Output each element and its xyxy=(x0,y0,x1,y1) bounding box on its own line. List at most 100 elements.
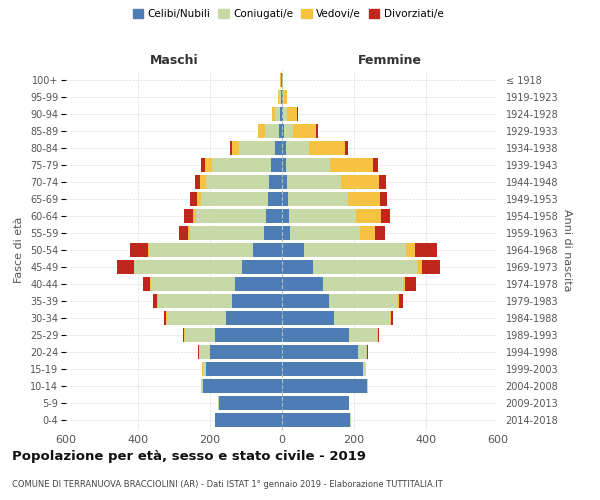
Legend: Celibi/Nubili, Coniugati/e, Vedovi/e, Divorziati/e: Celibi/Nubili, Coniugati/e, Vedovi/e, Di… xyxy=(128,5,448,24)
Bar xyxy=(379,176,386,189)
Bar xyxy=(257,124,258,138)
Bar xyxy=(282,90,283,104)
Bar xyxy=(286,158,329,172)
Bar xyxy=(179,226,188,240)
Bar xyxy=(283,108,287,121)
Bar xyxy=(130,243,148,257)
Bar xyxy=(422,260,440,274)
Bar xyxy=(253,243,282,257)
Bar xyxy=(345,142,348,155)
Bar xyxy=(206,362,282,376)
Bar xyxy=(282,396,349,409)
Bar xyxy=(200,176,206,189)
Bar xyxy=(201,158,205,172)
Bar xyxy=(367,379,368,392)
Bar xyxy=(194,176,200,189)
Bar xyxy=(350,413,351,426)
Bar xyxy=(197,192,201,206)
Bar xyxy=(280,90,281,104)
Bar xyxy=(406,243,415,257)
Bar xyxy=(279,124,282,138)
Bar xyxy=(286,142,309,155)
Bar xyxy=(272,108,275,121)
Bar xyxy=(282,176,287,189)
Bar xyxy=(282,124,284,138)
Bar xyxy=(415,243,437,257)
Bar xyxy=(271,158,282,172)
Bar xyxy=(275,142,282,155)
Bar xyxy=(284,90,287,104)
Bar xyxy=(282,243,304,257)
Text: COMUNE DI TERRANUOVA BRACCIOLINI (AR) - Dati ISTAT 1° gennaio 2019 - Elaborazion: COMUNE DI TERRANUOVA BRACCIOLINI (AR) - … xyxy=(12,480,443,489)
Bar xyxy=(235,277,282,291)
Text: Maschi: Maschi xyxy=(149,54,199,68)
Bar xyxy=(403,277,406,291)
Bar xyxy=(348,192,380,206)
Bar xyxy=(282,260,313,274)
Bar xyxy=(206,176,269,189)
Bar xyxy=(196,209,266,223)
Bar xyxy=(269,176,282,189)
Bar xyxy=(380,192,388,206)
Bar xyxy=(264,226,282,240)
Bar xyxy=(334,311,390,324)
Bar xyxy=(167,311,226,324)
Bar xyxy=(281,90,282,104)
Bar xyxy=(316,124,318,138)
Bar xyxy=(232,294,282,308)
Bar xyxy=(367,345,368,358)
Bar xyxy=(289,209,356,223)
Bar xyxy=(215,413,282,426)
Bar xyxy=(293,124,316,138)
Bar xyxy=(149,243,253,257)
Bar xyxy=(158,294,232,308)
Bar xyxy=(282,226,290,240)
Bar xyxy=(182,328,184,342)
Bar xyxy=(151,277,235,291)
Bar xyxy=(282,413,350,426)
Bar xyxy=(198,345,199,358)
Bar xyxy=(134,260,242,274)
Bar xyxy=(205,158,212,172)
Bar xyxy=(268,192,282,206)
Bar xyxy=(280,108,282,121)
Bar xyxy=(287,108,298,121)
Bar xyxy=(266,209,282,223)
Bar xyxy=(201,379,203,392)
Bar xyxy=(281,74,282,87)
Bar xyxy=(143,277,150,291)
Bar xyxy=(363,362,366,376)
Bar xyxy=(341,176,379,189)
Bar xyxy=(148,243,149,257)
Bar xyxy=(399,294,403,308)
Text: Femmine: Femmine xyxy=(358,54,422,68)
Bar xyxy=(230,142,232,155)
Y-axis label: Anni di nascita: Anni di nascita xyxy=(562,209,572,291)
Bar xyxy=(282,142,286,155)
Bar xyxy=(329,158,373,172)
Bar xyxy=(282,209,289,223)
Bar xyxy=(203,379,282,392)
Text: Popolazione per età, sesso e stato civile - 2019: Popolazione per età, sesso e stato civil… xyxy=(12,450,366,463)
Bar xyxy=(210,345,282,358)
Bar xyxy=(164,311,166,324)
Bar xyxy=(190,226,264,240)
Bar xyxy=(239,142,275,155)
Bar xyxy=(282,192,289,206)
Bar xyxy=(374,226,385,240)
Bar xyxy=(278,90,280,104)
Bar xyxy=(226,311,282,324)
Bar xyxy=(287,176,341,189)
Bar xyxy=(304,243,406,257)
Bar xyxy=(282,158,286,172)
Bar xyxy=(290,226,360,240)
Bar xyxy=(282,362,363,376)
Bar xyxy=(282,108,283,121)
Bar xyxy=(193,209,196,223)
Bar xyxy=(215,328,282,342)
Bar xyxy=(232,142,239,155)
Bar xyxy=(185,328,215,342)
Bar xyxy=(381,209,390,223)
Bar xyxy=(153,294,157,308)
Bar xyxy=(203,362,206,376)
